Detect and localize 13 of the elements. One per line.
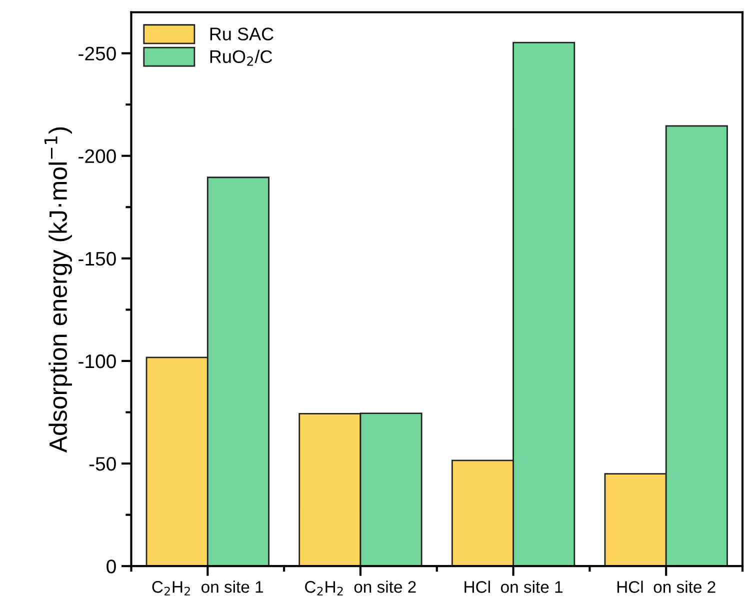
y-tick-label: -50	[89, 457, 116, 471]
x-tick-label: HCl on site 1	[464, 580, 562, 593]
y-tick-label: -150	[78, 252, 116, 266]
y-tick-label: -200	[78, 149, 116, 164]
x-tick-label: HCl on site 2	[617, 580, 716, 593]
y-axis-title: Adsorption energy (kJ·mol$^{−1}$)	[44, 127, 72, 453]
y-tick-label: 0	[106, 560, 116, 574]
legend-label: RuO$_{2}$/C	[210, 50, 272, 66]
y-tick-label: -250	[78, 46, 116, 61]
y-tick-label: -100	[78, 354, 116, 368]
x-tick-label: C$_{2}$H$_{2}$ on site 2	[305, 580, 416, 596]
legend-label: Ru SAC	[210, 28, 274, 40]
x-tick-label: C$_{2}$H$_{2}$ on site 1	[152, 580, 264, 596]
